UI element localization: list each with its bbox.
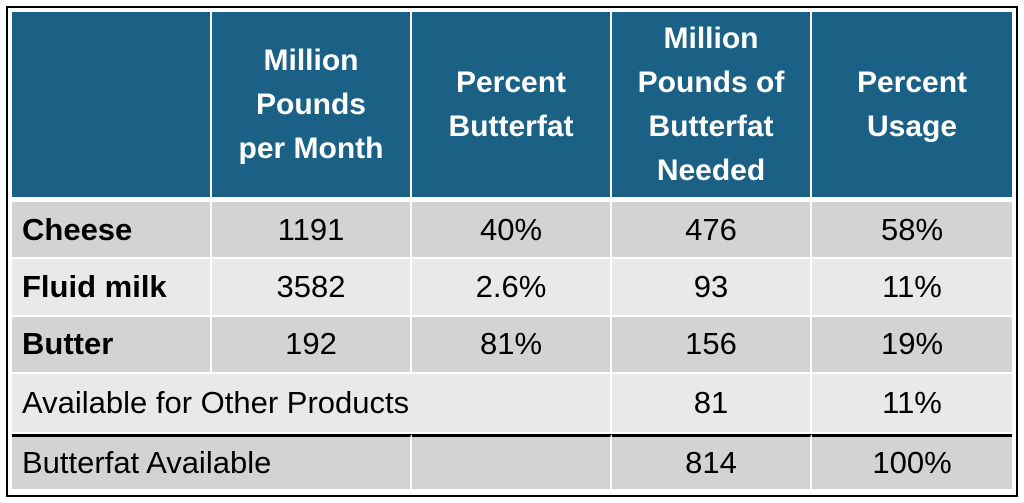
header-line: Percent — [856, 65, 968, 99]
butterfat-needed-cell: 476 — [612, 202, 812, 260]
row-label: Butter — [12, 316, 212, 375]
row-label: Fluid milk — [12, 259, 212, 317]
header-line: Butterfat — [448, 109, 574, 143]
butterfat-needed-cell: 814 — [612, 433, 812, 491]
pounds-cell: 1191 — [212, 202, 412, 260]
butterfat-needed-cell: 156 — [612, 316, 812, 375]
usage-cell: 58% — [812, 202, 1012, 260]
table-row-other-products: Available for Other Products 81 11% — [12, 374, 1012, 434]
row-label: Butterfat Available — [12, 433, 412, 491]
butterfat-pct-cell: 40% — [412, 202, 612, 260]
butterfat-needed-cell: 81 — [612, 374, 812, 434]
row-label: Cheese — [12, 202, 212, 260]
header-line: Pounds of — [637, 65, 785, 99]
header-empty — [12, 12, 212, 202]
butterfat-pct-cell: 2.6% — [412, 259, 612, 317]
table-row-total: Butterfat Available 814 100% — [12, 433, 1012, 491]
header-line: per Month — [238, 131, 384, 165]
table-frame: Million Pounds per Month Percent Butterf… — [6, 6, 1018, 497]
empty-cell — [412, 433, 612, 491]
header-line: Needed — [656, 153, 766, 187]
usage-cell: 11% — [812, 374, 1012, 434]
header-line: Usage — [866, 109, 958, 143]
table-row-cheese: Cheese 1191 40% 476 58% — [12, 202, 1012, 260]
pounds-cell: 3582 — [212, 259, 412, 317]
table-row-fluid-milk: Fluid milk 3582 2.6% 93 11% — [12, 259, 1012, 317]
usage-cell: 19% — [812, 316, 1012, 375]
usage-cell: 100% — [812, 433, 1012, 491]
header-butterfat-needed: Million Pounds of Butterfat Needed — [612, 12, 812, 202]
header-percent-butterfat: Percent Butterfat — [412, 12, 612, 202]
header-line: Percent — [455, 65, 567, 99]
pounds-cell: 192 — [212, 316, 412, 375]
usage-cell: 11% — [812, 259, 1012, 317]
header-line: Million — [663, 21, 759, 55]
table-row-butter: Butter 192 81% 156 19% — [12, 316, 1012, 375]
row-label: Available for Other Products — [12, 374, 612, 434]
header-million-pounds-per-month: Million Pounds per Month — [212, 12, 412, 202]
header-line: Pounds — [256, 87, 366, 121]
butterfat-pct-cell: 81% — [412, 316, 612, 375]
header-percent-usage: Percent Usage — [812, 12, 1012, 202]
butterfat-table: Million Pounds per Month Percent Butterf… — [12, 12, 1012, 491]
header-line: Million — [263, 43, 359, 77]
header-line: Butterfat — [648, 109, 774, 143]
header-row: Million Pounds per Month Percent Butterf… — [12, 12, 1012, 202]
butterfat-needed-cell: 93 — [612, 259, 812, 317]
